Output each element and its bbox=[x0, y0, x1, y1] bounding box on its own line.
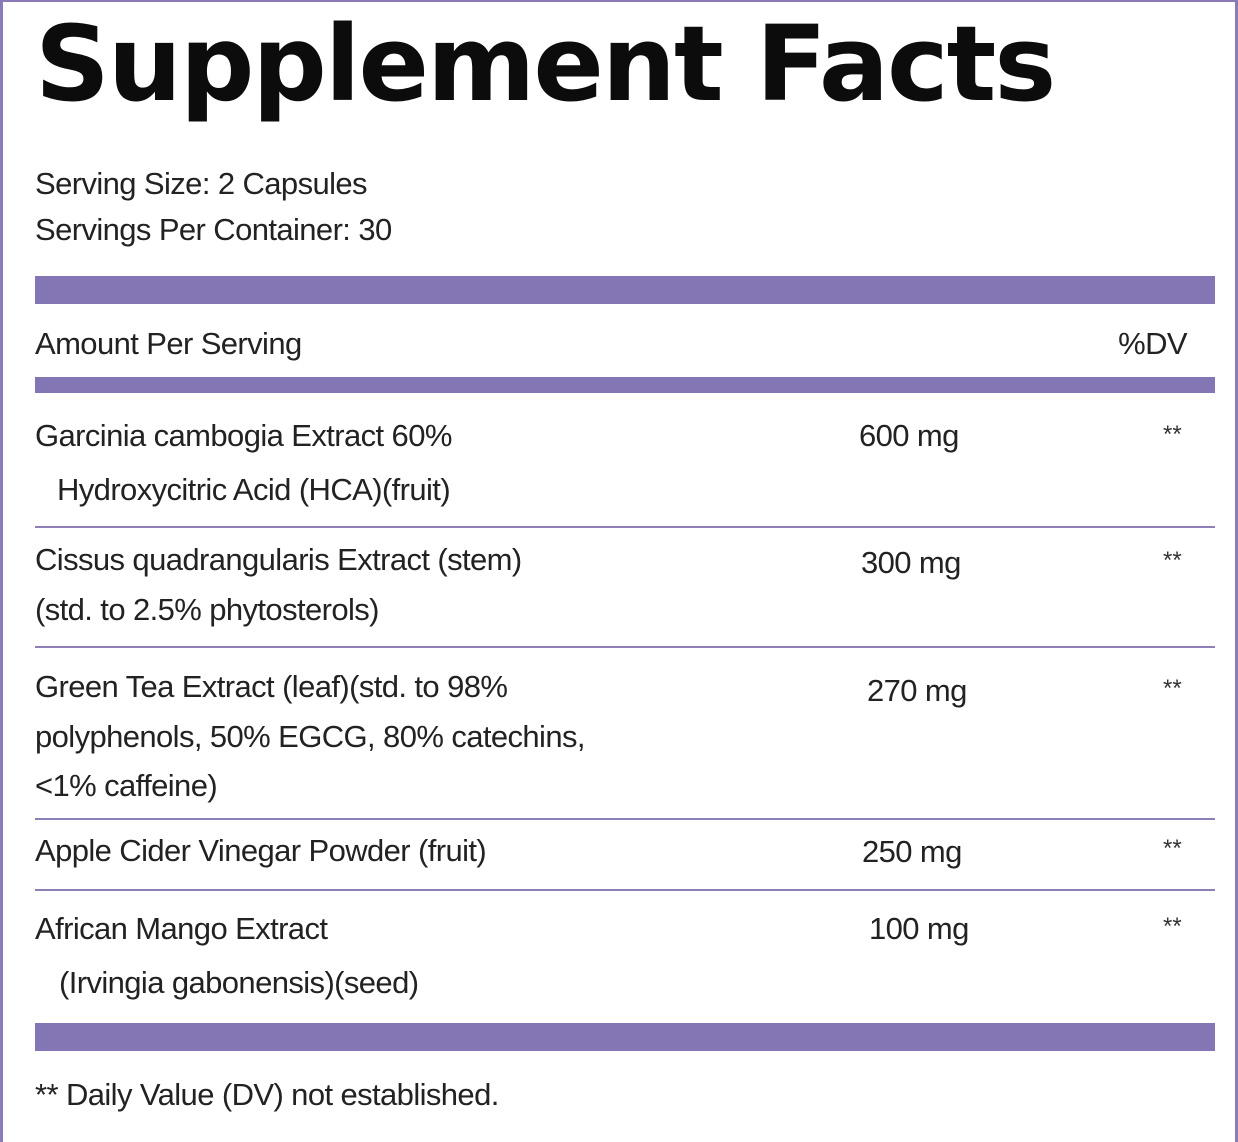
header-bar-bottom bbox=[35, 377, 1215, 393]
row-divider bbox=[35, 818, 1215, 820]
ingredient-dv: ** bbox=[1163, 547, 1182, 574]
ingredient-amount: 300 mg bbox=[861, 545, 961, 580]
ingredient-detail: (Irvingia gabonensis)(seed) bbox=[59, 965, 419, 1000]
ingredient-amount: 270 mg bbox=[867, 673, 967, 708]
dv-column-header: %DV bbox=[1118, 326, 1187, 361]
ingredient-dv: ** bbox=[1163, 835, 1182, 862]
serving-size: Serving Size: 2 Capsules bbox=[35, 166, 368, 201]
footer-bar bbox=[35, 1023, 1215, 1051]
ingredient-amount: 250 mg bbox=[862, 834, 962, 869]
ingredient-dv: ** bbox=[1163, 675, 1182, 702]
footnote: ** Daily Value (DV) not established. bbox=[35, 1077, 499, 1112]
header-bar-top bbox=[35, 276, 1215, 304]
ingredient-name: African Mango Extract bbox=[35, 911, 328, 946]
row-divider bbox=[35, 889, 1215, 891]
ingredient-detail: Hydroxycitric Acid (HCA)(fruit) bbox=[57, 472, 451, 507]
ingredient-dv: ** bbox=[1163, 913, 1182, 940]
ingredient-detail: polyphenols, 50% EGCG, 80% catechins, bbox=[35, 719, 586, 754]
ingredient-detail: (std. to 2.5% phytosterols) bbox=[35, 592, 380, 627]
ingredient-name: Green Tea Extract (leaf)(std. to 98% bbox=[35, 669, 508, 704]
ingredient-amount: 100 mg bbox=[869, 911, 969, 946]
panel-title: Supplement Facts bbox=[35, 3, 1056, 125]
row-divider bbox=[35, 646, 1215, 648]
ingredient-name: Cissus quadrangularis Extract (stem) bbox=[35, 542, 522, 577]
ingredient-detail: <1% caffeine) bbox=[35, 768, 218, 803]
amount-per-serving-label: Amount Per Serving bbox=[35, 326, 302, 361]
servings-per-container: Servings Per Container: 30 bbox=[35, 212, 392, 247]
row-divider bbox=[35, 526, 1215, 528]
ingredient-amount: 600 mg bbox=[859, 418, 959, 453]
ingredient-name: Apple Cider Vinegar Powder (fruit) bbox=[35, 833, 487, 868]
ingredient-name: Garcinia cambogia Extract 60% bbox=[35, 418, 452, 453]
ingredient-dv: ** bbox=[1163, 421, 1182, 448]
